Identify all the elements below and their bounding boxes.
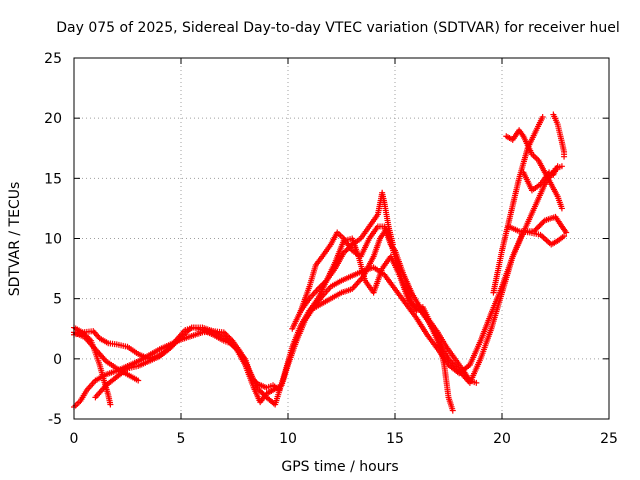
y-tick-label: 5 <box>53 292 62 308</box>
data-point <box>449 407 456 414</box>
data-point <box>172 339 179 346</box>
data-point <box>107 401 114 408</box>
data-point <box>173 338 180 345</box>
axis-ticks: 0 5 10 15 20 25 -5 0 5 10 15 20 25 <box>44 51 618 447</box>
data-point <box>540 218 547 225</box>
y-axis-label: SDTVAR / TECUs <box>7 182 23 297</box>
data-point <box>535 224 542 231</box>
data-point <box>176 335 183 342</box>
y-tick-label: 0 <box>53 352 62 368</box>
x-tick-label: 15 <box>386 431 404 447</box>
data-points <box>71 111 570 414</box>
data-point <box>536 222 543 229</box>
data-point <box>563 229 570 236</box>
y-tick-label: -5 <box>48 412 62 428</box>
data-point <box>533 225 540 232</box>
data-point <box>175 336 182 343</box>
data-point <box>539 113 546 120</box>
data-point <box>135 377 142 384</box>
data-point <box>389 241 396 248</box>
x-axis-label: GPS time / hours <box>281 459 398 475</box>
chart-title: Day 075 of 2025, Sidereal Day-to-day VTE… <box>56 20 619 36</box>
x-tick-label: 25 <box>600 431 618 447</box>
y-tick-label: 15 <box>44 171 62 187</box>
data-point <box>473 379 480 386</box>
x-tick-label: 5 <box>177 431 186 447</box>
plot-frame <box>73 57 610 420</box>
data-point <box>168 343 175 350</box>
data-point <box>558 205 565 212</box>
y-tick-label: 25 <box>44 51 62 67</box>
x-tick-label: 0 <box>70 431 79 447</box>
y-tick-label: 20 <box>44 111 62 127</box>
data-point <box>171 340 178 347</box>
data-point <box>532 226 539 233</box>
y-tick-label: 10 <box>44 232 62 248</box>
data-point <box>561 153 568 160</box>
data-point <box>257 388 264 395</box>
x-tick-label: 10 <box>279 431 297 447</box>
data-point <box>554 163 561 170</box>
x-tick-label: 20 <box>493 431 511 447</box>
data-point <box>167 345 174 352</box>
data-point <box>539 220 546 227</box>
data-point <box>537 221 544 228</box>
data-point <box>169 342 176 349</box>
data-point <box>561 233 568 240</box>
